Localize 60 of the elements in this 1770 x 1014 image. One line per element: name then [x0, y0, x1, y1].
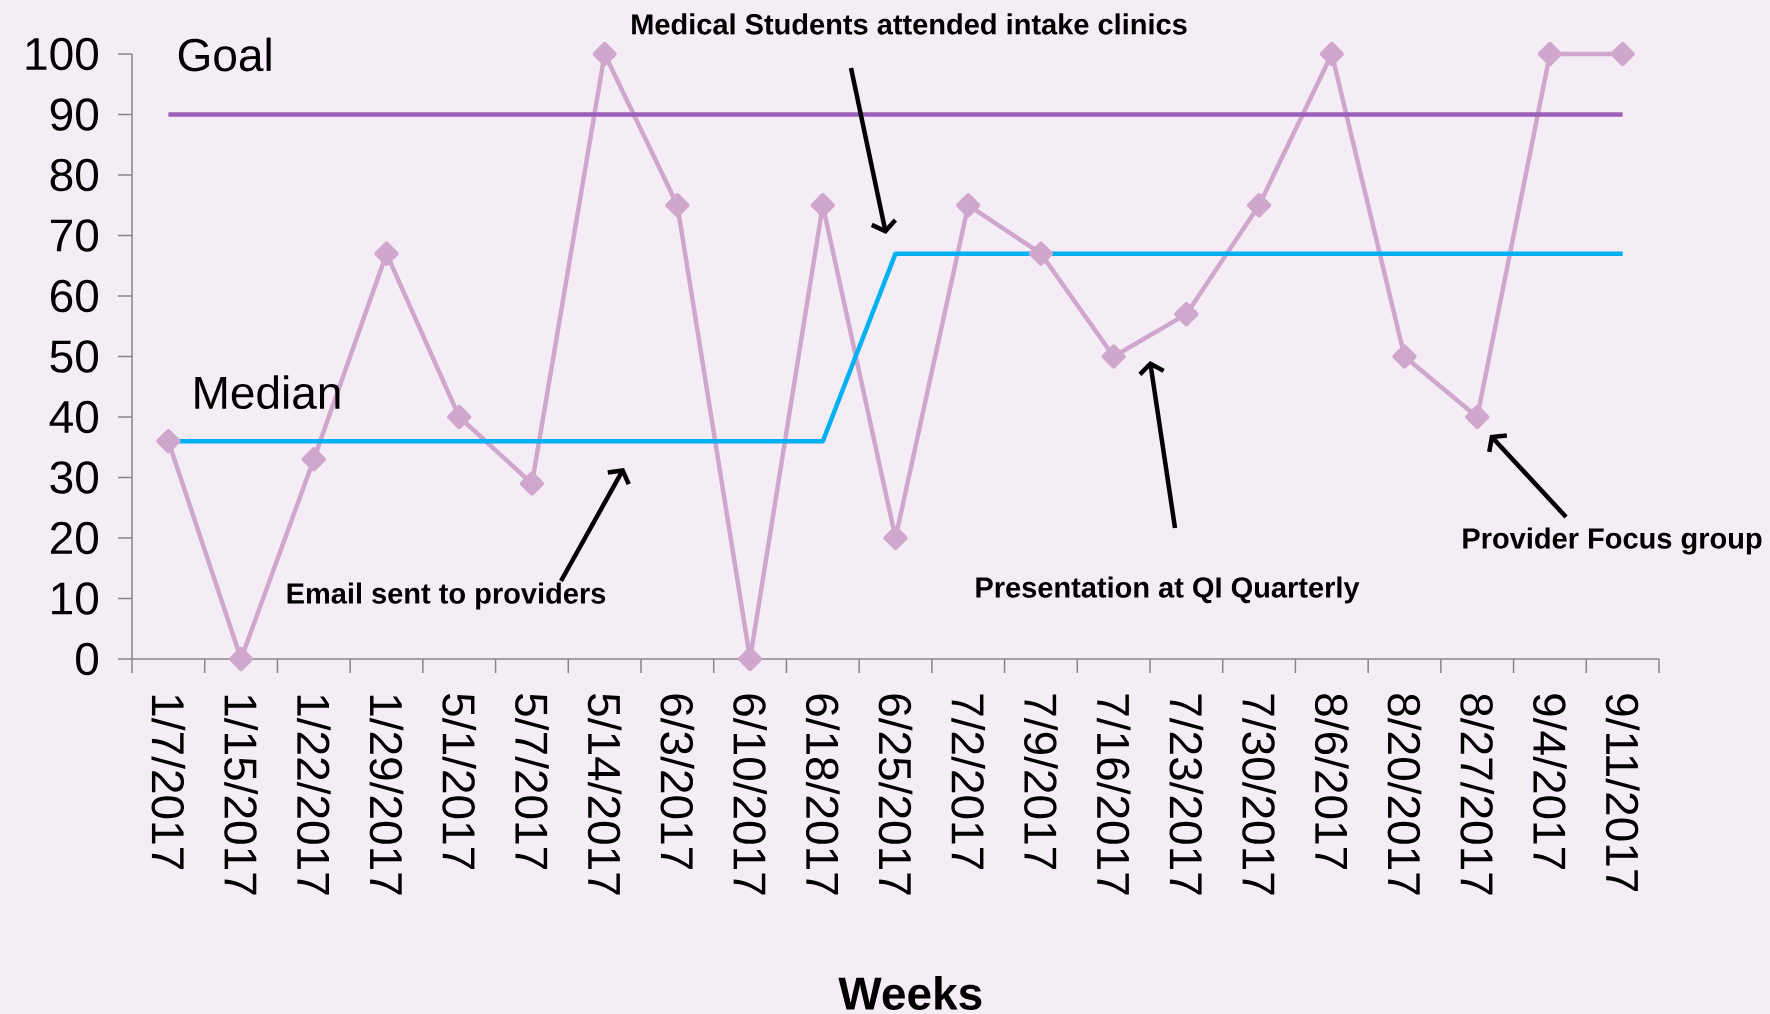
point — [1246, 193, 1272, 218]
y-tick-label: 10 — [52, 582, 99, 615]
point — [374, 241, 399, 266]
x-tick-label: 5/1/2017 — [442, 694, 477, 869]
point — [956, 193, 981, 218]
x-axis-title: Weeks — [838, 976, 982, 1010]
annotation: Provider Focus group — [1463, 527, 1762, 555]
y-tick-label: 70 — [51, 219, 99, 252]
x-tick-label: 1/7/2017 — [151, 695, 186, 869]
point — [519, 471, 545, 496]
x-tick-label: 1/15/2017 — [224, 695, 258, 895]
point — [1465, 404, 1490, 430]
x-tick-label: 8/27/2017 — [1460, 694, 1495, 895]
x-tick-label: 6/18/2017 — [805, 694, 840, 895]
x-tick-label: 9/11/2017 — [1605, 694, 1640, 892]
x-tick-label: 9/4/2017 — [1533, 694, 1567, 869]
x-tick-label: 5/7/2017 — [515, 694, 549, 869]
annotation: Email sent to providers — [287, 582, 606, 610]
point — [1101, 344, 1126, 369]
point — [301, 447, 326, 472]
point — [156, 429, 181, 454]
x-tick-label: 1/29/2017 — [369, 695, 404, 895]
y-tick-label: 60 — [50, 279, 99, 313]
point — [1610, 41, 1635, 67]
point — [1319, 41, 1344, 67]
y-tick-label: 90 — [50, 98, 99, 131]
y-tick-label: 50 — [50, 340, 99, 373]
x-tick-label: 7/23/2017 — [1169, 694, 1204, 895]
y-tick-label: 20 — [50, 521, 99, 555]
x-tick-label: 5/14/2017 — [587, 694, 622, 895]
annotation: Presentation at QI Quarterly — [976, 576, 1360, 604]
point — [665, 193, 690, 218]
y-tick-label: 80 — [50, 158, 99, 192]
x-tick-label: 7/30/2017 — [1242, 694, 1276, 895]
point — [1028, 241, 1054, 266]
text: Medical Students attended intake clinics — [632, 13, 1187, 35]
y-tick-label: 0 — [76, 642, 99, 676]
series-label: Median — [195, 375, 340, 410]
point — [1174, 301, 1199, 327]
y-tick-label: 30 — [50, 461, 99, 494]
point — [592, 41, 617, 67]
point — [810, 193, 835, 218]
point — [1537, 41, 1563, 67]
x-tick-label: 7/2/2017 — [951, 694, 986, 869]
point — [1392, 344, 1417, 369]
point — [228, 646, 254, 672]
x-tick-label: 6/3/2017 — [660, 694, 695, 869]
x-tick-label: 8/20/2017 — [1387, 694, 1422, 895]
point — [883, 525, 908, 551]
series-label: Goal — [178, 37, 271, 72]
x-tick-label: 1/22/2017 — [296, 695, 331, 895]
x-tick-label: 7/16/2017 — [1096, 694, 1131, 895]
point — [447, 404, 472, 430]
y-tick-label: 40 — [49, 400, 99, 434]
x-tick-label: 8/6/2017 — [1314, 694, 1349, 869]
x-tick-label: 7/9/2017 — [1024, 694, 1058, 869]
point — [737, 646, 763, 672]
x-tick-label: 6/25/2017 — [878, 694, 913, 895]
y-tick-label: 100 — [26, 37, 98, 71]
x-tick-label: 6/10/2017 — [733, 694, 767, 895]
